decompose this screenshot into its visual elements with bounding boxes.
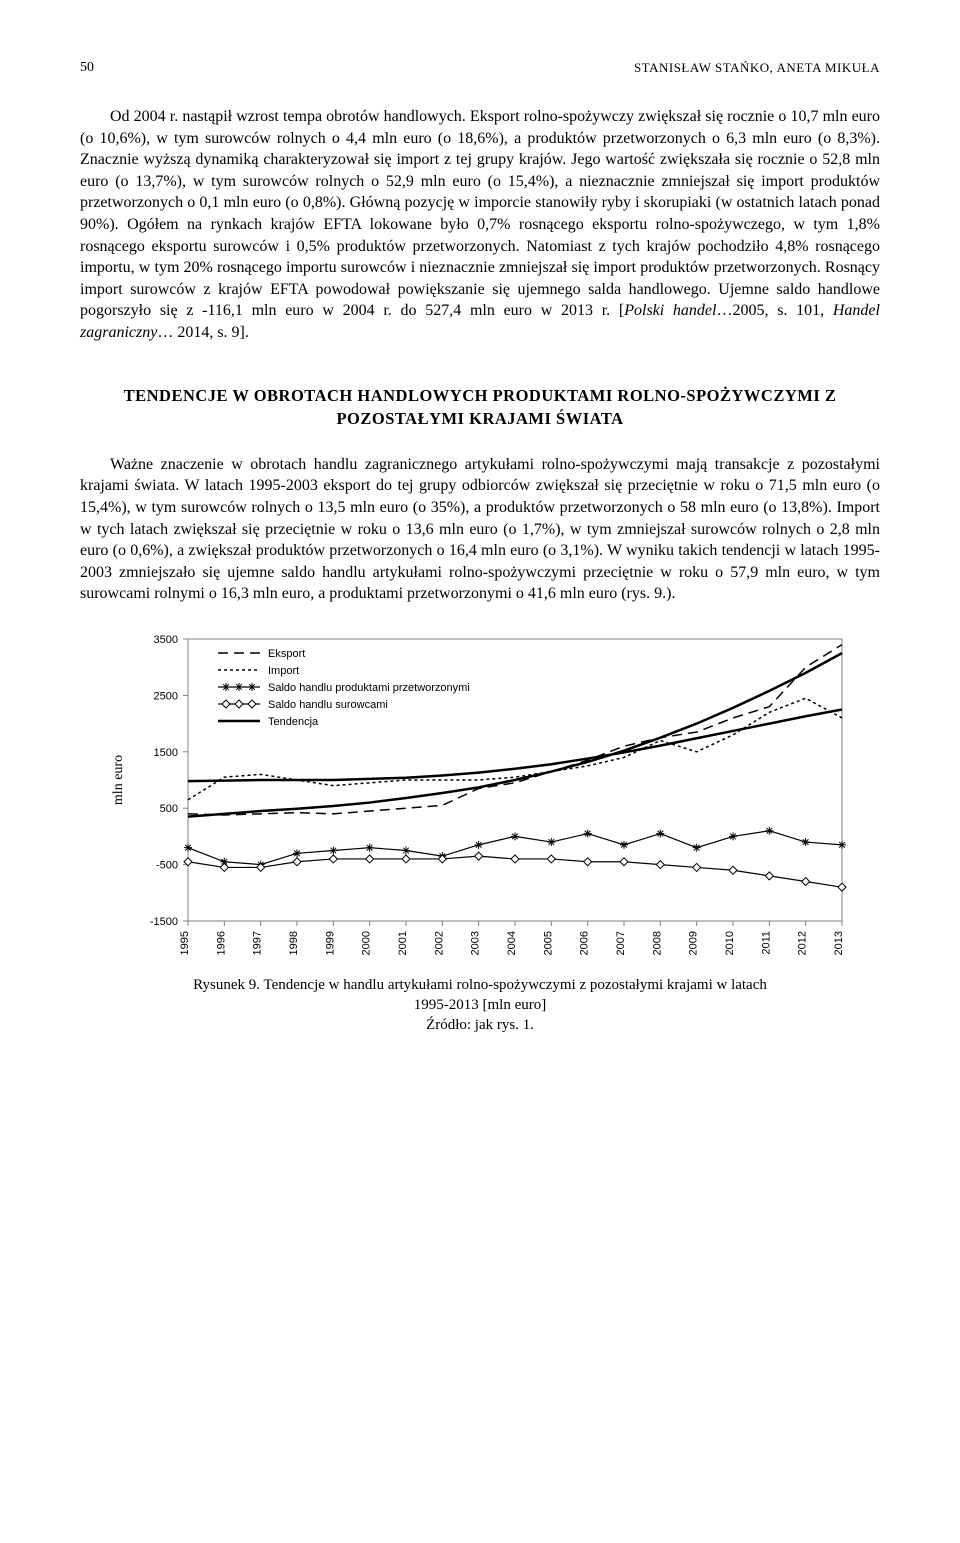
svg-text:500: 500 — [160, 803, 178, 815]
svg-text:1500: 1500 — [154, 747, 178, 759]
svg-text:3500: 3500 — [154, 634, 178, 646]
svg-text:1996: 1996 — [215, 931, 227, 955]
svg-text:1997: 1997 — [252, 931, 264, 955]
figure-caption: Rysunek 9. Tendencje w handlu artykułami… — [80, 975, 880, 1036]
chart-canvas: -1500 -500 500 1500 2500 3500 1995 1996 1997 1998… — [100, 629, 860, 969]
paragraph-1: Od 2004 r. nastąpił wzrost tempa obrotów… — [80, 106, 880, 344]
caption-line-3: Źródło: jak rys. 1. — [426, 1017, 534, 1033]
caption-line-1: Rysunek 9. Tendencje w handlu artykułami… — [193, 977, 767, 993]
paragraph-2: Ważne znaczenie w obrotach handlu zagran… — [80, 454, 880, 605]
page-number: 50 — [80, 60, 94, 76]
svg-text:2011: 2011 — [760, 931, 772, 955]
svg-text:2003: 2003 — [470, 931, 482, 955]
caption-line-2: 1995-2013 [mln euro] — [414, 997, 546, 1013]
paragraph-1-text: Od 2004 r. nastąpił wzrost tempa obrotów… — [80, 108, 880, 341]
svg-text:1998: 1998 — [288, 931, 300, 955]
svg-text:2007: 2007 — [615, 931, 627, 955]
svg-text:Import: Import — [268, 665, 299, 677]
svg-text:2013: 2013 — [833, 931, 845, 955]
svg-text:2005: 2005 — [542, 931, 554, 955]
figure-9: -1500 -500 500 1500 2500 3500 1995 1996 1997 1998… — [80, 629, 880, 1036]
svg-text:2008: 2008 — [651, 931, 663, 955]
svg-text:Eksport: Eksport — [268, 648, 305, 660]
svg-text:2500: 2500 — [154, 690, 178, 702]
svg-text:Saldo handlu produktami przetw: Saldo handlu produktami przetworzonymi — [268, 682, 470, 694]
svg-text:2001: 2001 — [397, 931, 409, 955]
section-title: TENDENCJE W OBROTACH HANDLOWYCH PRODUKTA… — [80, 384, 880, 430]
svg-text:1995: 1995 — [179, 931, 191, 955]
paragraph-2-text: Ważne znaczenie w obrotach handlu zagran… — [80, 456, 880, 603]
svg-text:2000: 2000 — [361, 931, 373, 955]
svg-text:2002: 2002 — [433, 931, 445, 955]
svg-text:2012: 2012 — [797, 931, 809, 955]
svg-text:1999: 1999 — [324, 931, 336, 955]
running-head: STANISŁAW STAŃKO, ANETA MIKUŁA — [634, 60, 880, 76]
svg-text:Tendencja: Tendencja — [268, 716, 319, 728]
svg-text:2006: 2006 — [579, 931, 591, 955]
page-header: 50 STANISŁAW STAŃKO, ANETA MIKUŁA — [80, 60, 880, 76]
svg-text:2010: 2010 — [724, 931, 736, 955]
svg-text:mln euro: mln euro — [111, 755, 126, 805]
svg-text:-1500: -1500 — [150, 916, 178, 928]
svg-text:2009: 2009 — [688, 931, 700, 955]
svg-text:Saldo handlu surowcami: Saldo handlu surowcami — [268, 699, 388, 711]
svg-text:2004: 2004 — [506, 931, 518, 955]
svg-text:-500: -500 — [156, 859, 178, 871]
